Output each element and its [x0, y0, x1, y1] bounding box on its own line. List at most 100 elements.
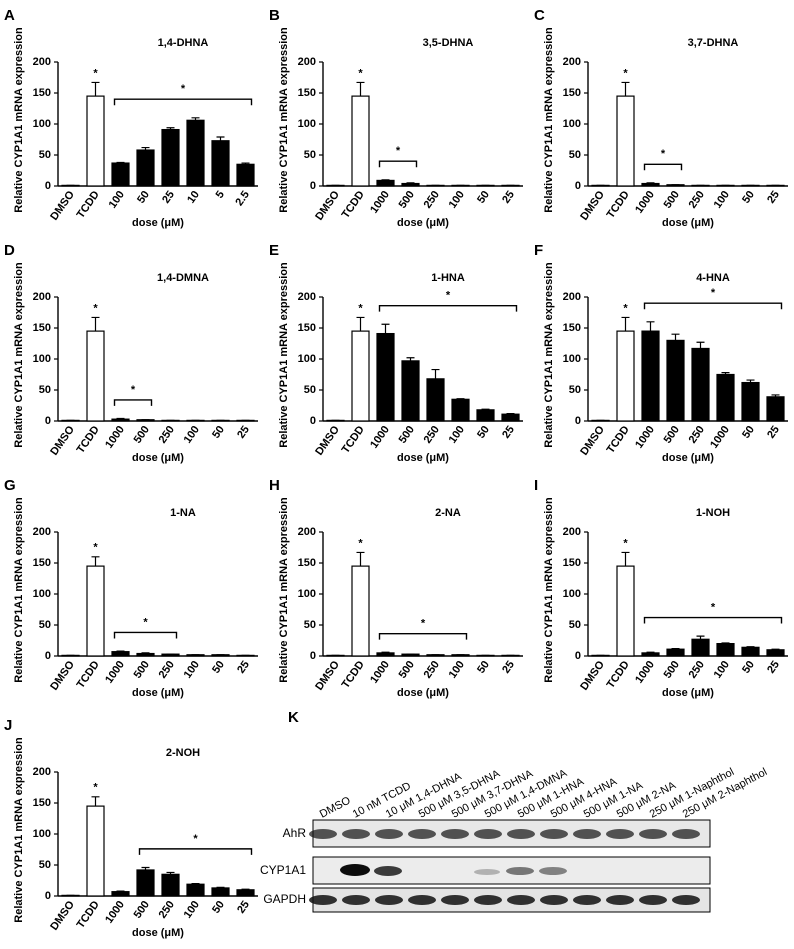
bar: [716, 373, 735, 422]
y-tick-label: 50: [39, 384, 51, 396]
error-bar: [771, 394, 780, 397]
chart-title: 1-HNA: [431, 272, 465, 284]
bar: [211, 140, 230, 187]
band: [507, 829, 535, 839]
x-axis-label: dose (μM): [132, 687, 184, 699]
significance-star: *: [446, 290, 451, 302]
error-bar: [646, 321, 655, 332]
band: [506, 867, 534, 875]
y-tick-label: 200: [563, 56, 581, 68]
band: [573, 895, 601, 905]
x-tick-label: DMSO: [313, 188, 342, 222]
bar: [161, 873, 180, 897]
panel-letter: J: [4, 717, 12, 734]
x-tick-label: TCDD: [605, 659, 632, 691]
significance-bracket: [138, 848, 253, 855]
bar: [641, 182, 660, 187]
x-tick-label: DMSO: [578, 188, 607, 222]
significance-star: *: [421, 618, 426, 630]
significance-bracket: [378, 160, 418, 168]
y-tick-label: 50: [304, 149, 316, 161]
error-bar: [746, 379, 755, 383]
band: [408, 829, 436, 839]
bar: [136, 149, 155, 187]
chart-panel: E Relative CYP1A1 mRNA expression dose (μM…: [269, 242, 523, 464]
error-bar: [116, 417, 125, 420]
y-axis-label: Relative CYP1A1 mRNA expression: [543, 262, 555, 448]
x-tick-label: 100: [182, 659, 202, 681]
bar: [766, 396, 785, 422]
x-tick-label: 250: [157, 659, 177, 681]
significance-star: *: [193, 833, 198, 845]
band: [672, 895, 700, 905]
error-bar: [116, 161, 125, 164]
y-tick-label: 50: [569, 619, 581, 631]
bar: [641, 330, 660, 422]
x-tick-label: 1000: [368, 659, 392, 686]
error-bar: [696, 341, 705, 349]
band: [474, 829, 502, 839]
chart-title: 2-NA: [435, 507, 461, 519]
x-tick-label: 50: [210, 899, 227, 916]
bar: [236, 889, 255, 897]
bar: [236, 163, 255, 187]
y-tick-label: 200: [563, 291, 581, 303]
y-tick-label: 150: [563, 322, 581, 334]
x-tick-label: 250: [157, 424, 177, 446]
significance-star: *: [623, 302, 628, 314]
band: [375, 829, 403, 839]
y-tick-label: 100: [563, 353, 581, 365]
error-bar: [481, 408, 490, 410]
y-tick-label: 0: [45, 650, 51, 662]
band: [540, 895, 568, 905]
x-tick-label: TCDD: [75, 424, 102, 456]
x-tick-label: 5: [214, 189, 227, 201]
band: [606, 895, 634, 905]
x-tick-label: 1000: [633, 424, 657, 451]
error-bar: [671, 333, 680, 341]
band: [441, 895, 469, 905]
y-tick-label: 0: [45, 180, 51, 192]
x-tick-label: 1000: [708, 424, 732, 451]
y-tick-label: 0: [575, 415, 581, 427]
y-tick-label: 100: [298, 588, 316, 600]
y-tick-label: 50: [304, 619, 316, 631]
significance-star: *: [181, 83, 186, 95]
x-tick-label: 500: [397, 659, 417, 681]
bar: [136, 652, 155, 657]
bar: [741, 646, 760, 657]
x-tick-label: 1000: [103, 659, 127, 686]
x-axis-label: dose (μM): [397, 217, 449, 229]
x-tick-label: 500: [662, 424, 682, 446]
bar: [426, 378, 445, 422]
bar: [376, 332, 395, 422]
x-tick-label: DMSO: [313, 423, 342, 457]
error-bar: [191, 883, 200, 885]
error-bar: [621, 316, 630, 332]
y-axis-label: Relative CYP1A1 mRNA expression: [543, 27, 555, 213]
error-bar: [141, 146, 150, 151]
x-tick-label: 100: [182, 899, 202, 921]
x-tick-label: 50: [475, 659, 492, 676]
bar: [616, 330, 635, 422]
y-tick-label: 200: [33, 291, 51, 303]
significance-star: *: [623, 537, 628, 549]
bar: [451, 398, 470, 422]
significance-star: *: [93, 782, 98, 794]
row-label: AhR: [283, 826, 307, 840]
error-bar: [141, 652, 150, 654]
panel-letter: B: [269, 7, 280, 24]
y-axis-label: Relative CYP1A1 mRNA expression: [13, 27, 25, 213]
significance-star: *: [131, 384, 136, 396]
bar: [186, 119, 205, 187]
band: [606, 829, 634, 839]
y-tick-label: 50: [569, 149, 581, 161]
chart-title: 4-HNA: [696, 272, 730, 284]
x-axis-label: dose (μM): [397, 452, 449, 464]
x-tick-label: 50: [135, 189, 152, 206]
x-tick-label: 500: [397, 189, 417, 211]
y-tick-label: 150: [33, 797, 51, 809]
y-tick-label: 200: [298, 526, 316, 538]
error-bar: [141, 866, 150, 870]
